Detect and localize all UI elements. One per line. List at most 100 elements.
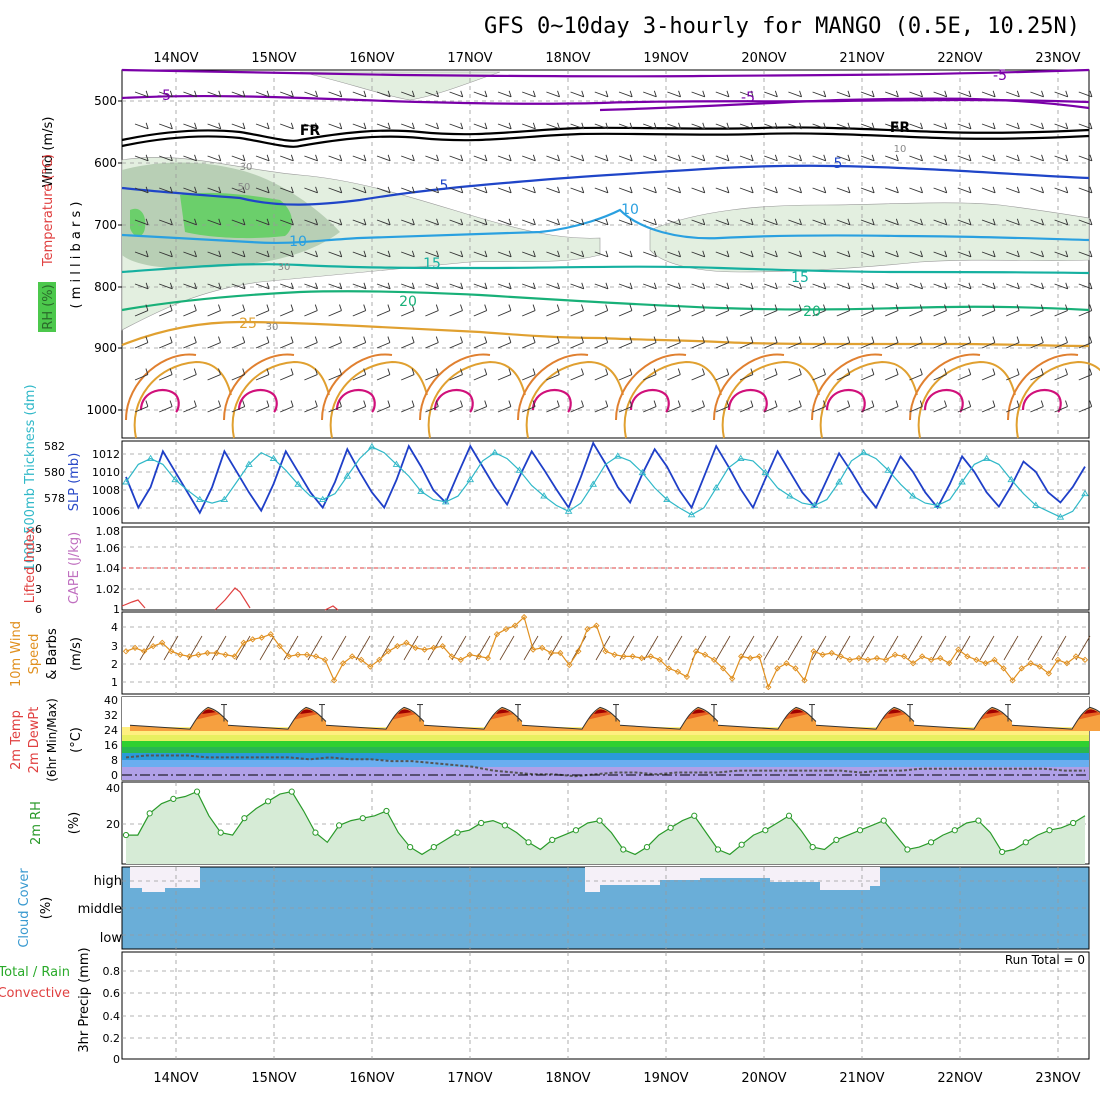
wind-barb-feather <box>1089 282 1093 289</box>
wind-barb <box>594 283 609 290</box>
temp-band <box>122 727 1089 735</box>
wind10-point <box>638 654 645 662</box>
thickness-point <box>220 495 229 503</box>
contour-label: 50 <box>238 182 251 193</box>
wind-barb-feather <box>145 304 149 311</box>
wind-barb-feather <box>532 154 536 161</box>
wind10-barb <box>643 635 659 661</box>
wind-barb-feather <box>774 336 778 343</box>
wind-barb-feather <box>1089 90 1093 97</box>
wind-barb-feather <box>290 368 294 375</box>
cloud-clear-area <box>600 867 615 885</box>
wind-barb-feather <box>726 90 730 97</box>
wind10-point <box>756 653 763 660</box>
temp-contour-25-loop <box>721 360 820 439</box>
cape-tick: 1.04 <box>96 562 121 575</box>
wind-barb-feather <box>242 90 246 97</box>
wind10-point <box>177 651 184 658</box>
wind-barb <box>909 283 923 290</box>
wind-barb-feather <box>871 250 875 257</box>
rh2m-point <box>856 827 864 834</box>
wind-barb <box>764 342 778 349</box>
wind-barb-feather <box>1065 122 1069 129</box>
wind10-point <box>1063 660 1071 667</box>
temp-day-peak <box>1078 710 1100 720</box>
wind-barb <box>280 283 294 290</box>
wind-barb-feather <box>242 304 246 311</box>
wind-barb-feather <box>339 218 343 225</box>
wind-barb-feather <box>266 304 270 311</box>
wind-barb <box>497 283 512 290</box>
temp-day-peak-top <box>398 709 412 714</box>
wind-barb-feather <box>871 122 875 129</box>
wind-barb <box>546 187 560 194</box>
rh-label-box <box>38 282 56 332</box>
wind10-barb <box>139 635 155 661</box>
wind10-point <box>738 653 745 660</box>
wind-barb <box>885 406 899 413</box>
thickness-point <box>614 452 622 459</box>
wind-barb <box>1054 342 1068 349</box>
wind-barb <box>812 219 826 226</box>
rh2m-point <box>336 822 343 829</box>
wind-barb <box>231 219 246 226</box>
thickness-point <box>294 480 302 487</box>
wind-barb <box>909 251 923 258</box>
wind10-point <box>168 648 175 655</box>
wind-barb <box>812 251 826 258</box>
thickness-point <box>269 454 278 462</box>
wind-barb-feather <box>387 304 391 311</box>
wind-barb-feather <box>1040 336 1044 343</box>
temp-day-peak <box>588 710 612 720</box>
wind10-point <box>249 636 256 643</box>
wind-barb <box>788 251 802 258</box>
thickness-point <box>368 442 376 450</box>
wind-barb <box>1006 123 1020 130</box>
wind-barb <box>546 155 560 162</box>
wind-barb <box>860 219 875 226</box>
wind-barb <box>231 155 246 162</box>
wind-barb-feather <box>460 368 463 375</box>
rh2m-point <box>880 817 887 824</box>
rh2m-point <box>241 815 248 822</box>
wind-barb-feather <box>1065 250 1069 257</box>
wind-barb-feather <box>218 122 222 129</box>
wind-barb-feather <box>653 304 657 311</box>
wind-barb <box>376 406 391 413</box>
ylabel-wind: Wind (m/s) <box>41 117 56 188</box>
wind-barb <box>957 310 971 317</box>
wind-barb <box>933 342 947 349</box>
wind-barb <box>546 251 560 258</box>
wind10-point <box>439 643 446 650</box>
wind-barb-feather <box>581 250 585 257</box>
wind-barb <box>667 406 681 413</box>
wind-barb <box>255 219 270 226</box>
wind-barb-feather <box>508 304 512 311</box>
wind-barb-feather <box>605 218 609 225</box>
contour-label: 15 <box>791 270 809 286</box>
cloud-clear-area <box>142 867 165 892</box>
wind-barb <box>546 123 560 130</box>
thickness-point <box>195 495 204 503</box>
wind-barb <box>497 219 512 226</box>
wind-barb-feather <box>436 122 439 129</box>
wind-barb-feather <box>919 336 923 343</box>
thickness-tick-578: 578 <box>44 492 65 505</box>
wind-barb-feather <box>823 304 826 311</box>
temp-contour-25-loop <box>623 360 722 439</box>
wind10-point <box>475 653 482 660</box>
temp-contour-35-loop <box>629 388 670 413</box>
wind-barb <box>691 155 705 162</box>
left-labels: Wind (m/s) Temperature (°C) RH (%) ( m i… <box>0 117 92 1053</box>
wind-barb-feather <box>169 336 173 343</box>
thickness-point <box>687 510 696 518</box>
wind-barb <box>643 310 657 317</box>
wind-barb-feather <box>871 368 875 375</box>
wind-barb-feather <box>920 186 923 193</box>
wind-barb <box>594 251 609 258</box>
wind-barb-feather <box>315 154 318 161</box>
precip-tick-0: 0 <box>113 1053 120 1066</box>
rh2m-point <box>1022 839 1029 846</box>
wind10-barb <box>547 635 563 661</box>
wind-barb <box>618 187 633 194</box>
